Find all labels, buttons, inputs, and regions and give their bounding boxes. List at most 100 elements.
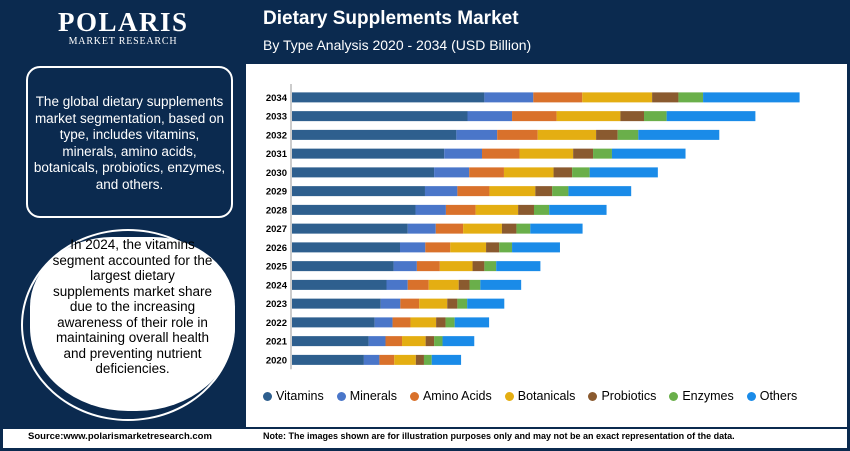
- bar-others-2031: [611, 148, 686, 159]
- legend-item-vitamins: Vitamins: [263, 389, 324, 403]
- bar-botanicals-2033: [556, 111, 621, 122]
- bar-probiotics-2021: [425, 336, 435, 347]
- tick-label-2029: 2029: [266, 187, 287, 198]
- legend-item-enzymes: Enzymes: [669, 389, 734, 403]
- bar-enzymes-2032: [617, 129, 639, 140]
- legend-label-minerals: Minerals: [349, 389, 397, 403]
- bar-amino-acids-2025: [416, 261, 440, 272]
- source-text: Source:www.polarismarketresearch.com: [28, 431, 212, 442]
- bar-minerals-2027: [407, 223, 436, 234]
- bar-others-2024: [480, 279, 522, 290]
- legend-label-vitamins: Vitamins: [276, 389, 324, 403]
- tick-label-2033: 2033: [266, 112, 287, 123]
- polaris-logo: POLARIS MARKET RESEARCH: [58, 8, 188, 48]
- bar-vitamins-2020: [292, 354, 364, 365]
- tick-label-2026: 2026: [266, 243, 287, 254]
- bar-botanicals-2031: [519, 148, 574, 159]
- bar-enzymes-2022: [445, 317, 455, 328]
- bar-enzymes-2031: [593, 148, 612, 159]
- tick-label-2031: 2031: [266, 149, 288, 160]
- bar-enzymes-2026: [499, 242, 513, 253]
- bar-vitamins-2021: [292, 336, 369, 347]
- bar-minerals-2028: [415, 204, 446, 215]
- bar-minerals-2029: [424, 186, 458, 197]
- bar-others-2029: [568, 186, 632, 197]
- bar-probiotics-2022: [436, 317, 446, 328]
- stacked-bar-chart: 2034 2033 2032 2031 2030 2029 2028 2027 2026 2025…: [266, 84, 800, 370]
- legend-swatch-vitamins: [263, 391, 272, 401]
- bar-enzymes-2027: [516, 223, 531, 234]
- bar-vitamins-2022: [292, 317, 375, 328]
- bar-minerals-2026: [400, 242, 426, 253]
- bar-minerals-2034: [484, 92, 534, 103]
- bar-enzymes-2028: [533, 204, 550, 215]
- bar-enzymes-2021: [434, 336, 443, 347]
- bar-amino-acids-2028: [445, 204, 476, 215]
- tick-label-2028: 2028: [266, 205, 287, 216]
- page-title: Dietary Supplements Market: [263, 8, 519, 29]
- page-subtitle: By Type Analysis 2020 - 2034 (USD Billio…: [263, 37, 532, 53]
- bar-probiotics-2029: [535, 186, 553, 197]
- legend-item-amino-acids: Amino Acids: [409, 389, 492, 403]
- tick-label-2025: 2025: [266, 262, 288, 273]
- bar-botanicals-2026: [450, 242, 487, 253]
- bar-amino-acids-2034: [533, 92, 583, 103]
- legend-item-minerals: Minerals: [336, 389, 397, 403]
- bar-others-2034: [703, 92, 800, 103]
- bar-enzymes-2033: [644, 111, 667, 122]
- legend-label-probiotics: Probiotics: [601, 389, 657, 403]
- bar-amino-acids-2022: [392, 317, 411, 328]
- bar-vitamins-2030: [292, 167, 435, 178]
- logo-name: POLARIS: [58, 7, 189, 37]
- bar-amino-acids-2031: [482, 148, 520, 159]
- bar-minerals-2033: [467, 111, 513, 122]
- bar-botanicals-2022: [410, 317, 437, 328]
- bar-amino-acids-2029: [457, 186, 490, 197]
- tick-label-2030: 2030: [266, 168, 287, 179]
- bar-probiotics-2032: [596, 129, 618, 140]
- bar-others-2028: [549, 204, 607, 215]
- footer-bar: [3, 427, 847, 448]
- tick-label-2022: 2022: [266, 318, 287, 329]
- bar-probiotics-2027: [501, 223, 517, 234]
- bar-botanicals-2032: [537, 129, 597, 140]
- bar-enzymes-2029: [552, 186, 569, 197]
- bar-amino-acids-2026: [425, 242, 451, 253]
- bar-others-2023: [467, 298, 505, 309]
- bar-botanicals-2034: [582, 92, 653, 103]
- tick-label-2034: 2034: [266, 93, 288, 104]
- legend-swatch-others: [746, 391, 756, 401]
- tick-label-2023: 2023: [266, 299, 287, 310]
- bar-vitamins-2034: [292, 92, 485, 103]
- bar-vitamins-2032: [292, 129, 457, 140]
- chart-legend: Vitamins Minerals Amino Acids Botanicals Pro…: [263, 389, 810, 403]
- bar-others-2026: [512, 242, 560, 253]
- bar-others-2022: [454, 317, 490, 328]
- bar-botanicals-2021: [402, 336, 426, 347]
- bar-others-2027: [530, 223, 583, 234]
- tick-label-2027: 2027: [266, 224, 287, 235]
- bar-enzymes-2025: [484, 261, 497, 272]
- legend-label-others: Others: [759, 389, 798, 403]
- bar-minerals-2024: [386, 279, 408, 290]
- bar-probiotics-2031: [573, 148, 594, 159]
- bar-amino-acids-2021: [385, 336, 403, 347]
- bar-enzymes-2030: [572, 167, 590, 178]
- bar-enzymes-2020: [423, 354, 432, 365]
- legend-item-others: Others: [746, 389, 798, 403]
- bar-botanicals-2020: [394, 354, 416, 365]
- bar-amino-acids-2027: [435, 223, 464, 234]
- legend-swatch-minerals: [336, 391, 346, 401]
- legend-label-amino-acids: Amino Acids: [422, 389, 492, 403]
- bar-probiotics-2030: [553, 167, 573, 178]
- bar-minerals-2023: [380, 298, 401, 309]
- bar-probiotics-2033: [620, 111, 645, 122]
- bar-amino-acids-2032: [497, 129, 538, 140]
- bar-minerals-2022: [374, 317, 393, 328]
- legend-item-probiotics: Probiotics: [588, 389, 656, 403]
- left-panel: POLARIS MARKET RESEARCH The global dieta…: [0, 0, 246, 427]
- legend-label-botanicals: Botanicals: [517, 389, 576, 403]
- bar-botanicals-2029: [489, 186, 536, 197]
- bar-probiotics-2023: [447, 298, 458, 309]
- bar-vitamins-2024: [292, 279, 387, 290]
